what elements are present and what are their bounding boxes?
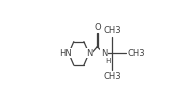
Text: HN: HN	[59, 49, 71, 58]
Text: H: H	[106, 58, 111, 64]
Text: CH3: CH3	[127, 49, 145, 58]
Text: CH3: CH3	[104, 72, 121, 81]
Text: CH3: CH3	[104, 26, 121, 35]
Text: N: N	[101, 49, 107, 58]
Text: O: O	[94, 23, 101, 32]
Text: N: N	[86, 49, 92, 58]
